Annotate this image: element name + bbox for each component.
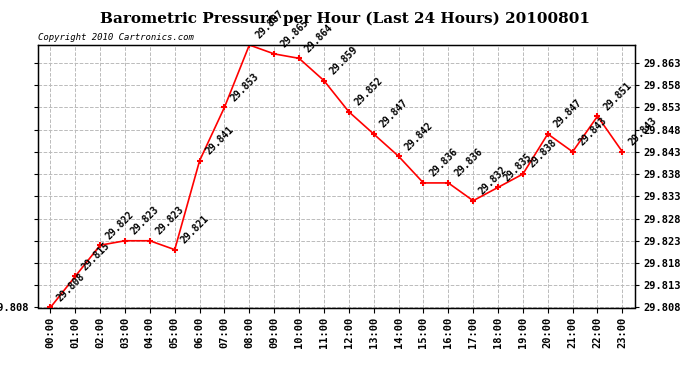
Text: Barometric Pressure per Hour (Last 24 Hours) 20100801: Barometric Pressure per Hour (Last 24 Ho… — [100, 11, 590, 26]
Text: 29.859: 29.859 — [328, 44, 360, 76]
Text: 29.823: 29.823 — [129, 205, 161, 237]
Text: 29.838: 29.838 — [527, 138, 559, 170]
Text: 29.815: 29.815 — [79, 240, 111, 272]
Text: 29.865: 29.865 — [278, 18, 310, 50]
Text: 29.847: 29.847 — [378, 98, 410, 130]
Text: 29.843: 29.843 — [627, 116, 658, 148]
Text: 29.852: 29.852 — [353, 76, 385, 108]
Text: 29.842: 29.842 — [403, 120, 435, 152]
Text: 29.851: 29.851 — [602, 80, 633, 112]
Text: 29.835: 29.835 — [502, 151, 534, 183]
Text: 29.821: 29.821 — [179, 213, 211, 246]
Text: 29.847: 29.847 — [552, 98, 584, 130]
Text: 29.808: 29.808 — [55, 272, 86, 303]
Text: 29.843: 29.843 — [577, 116, 609, 148]
Text: 29.867: 29.867 — [253, 9, 286, 41]
Text: 29.822: 29.822 — [104, 209, 137, 241]
Text: 29.853: 29.853 — [228, 71, 261, 103]
Text: 29.832: 29.832 — [477, 165, 509, 196]
Text: 29.836: 29.836 — [453, 147, 484, 179]
Text: Copyright 2010 Cartronics.com: Copyright 2010 Cartronics.com — [38, 33, 194, 42]
Text: 29.864: 29.864 — [303, 22, 335, 54]
Text: 29.823: 29.823 — [154, 205, 186, 237]
Text: 29.841: 29.841 — [204, 124, 236, 156]
Text: 29.836: 29.836 — [428, 147, 460, 179]
